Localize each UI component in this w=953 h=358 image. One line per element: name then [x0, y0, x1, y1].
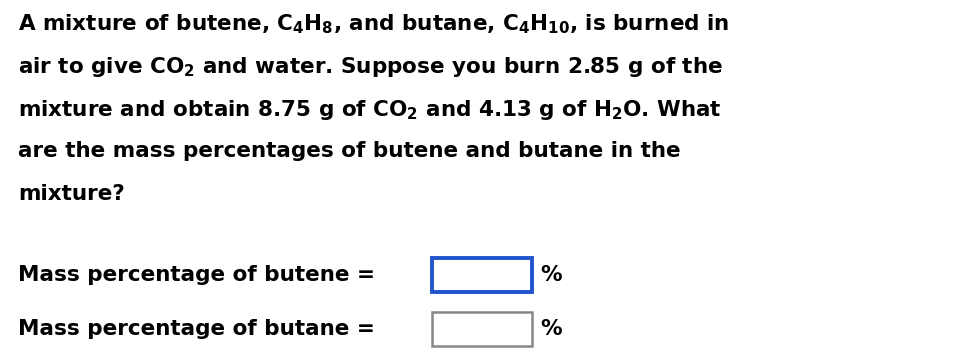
Text: mixture and obtain 8.75 g of $\mathbf{CO_2}$ and 4.13 g of $\mathbf{H_2O}$. What: mixture and obtain 8.75 g of $\mathbf{CO… — [18, 98, 721, 122]
Text: air to give $\mathbf{CO_2}$ and water. Suppose you burn 2.85 g of the: air to give $\mathbf{CO_2}$ and water. S… — [18, 55, 722, 79]
Text: Mass percentage of butane =: Mass percentage of butane = — [18, 319, 375, 339]
Text: Mass percentage of butene =: Mass percentage of butene = — [18, 265, 375, 285]
FancyBboxPatch shape — [432, 312, 532, 346]
Text: %: % — [539, 319, 561, 339]
Text: are the mass percentages of butene and butane in the: are the mass percentages of butene and b… — [18, 141, 679, 161]
Text: A mixture of butene, $\mathbf{C_4H_8}$, and butane, $\mathbf{C_4H_{10}}$, is bur: A mixture of butene, $\mathbf{C_4H_8}$, … — [18, 12, 729, 35]
FancyBboxPatch shape — [432, 258, 532, 292]
Text: %: % — [539, 265, 561, 285]
Text: mixture?: mixture? — [18, 184, 125, 204]
